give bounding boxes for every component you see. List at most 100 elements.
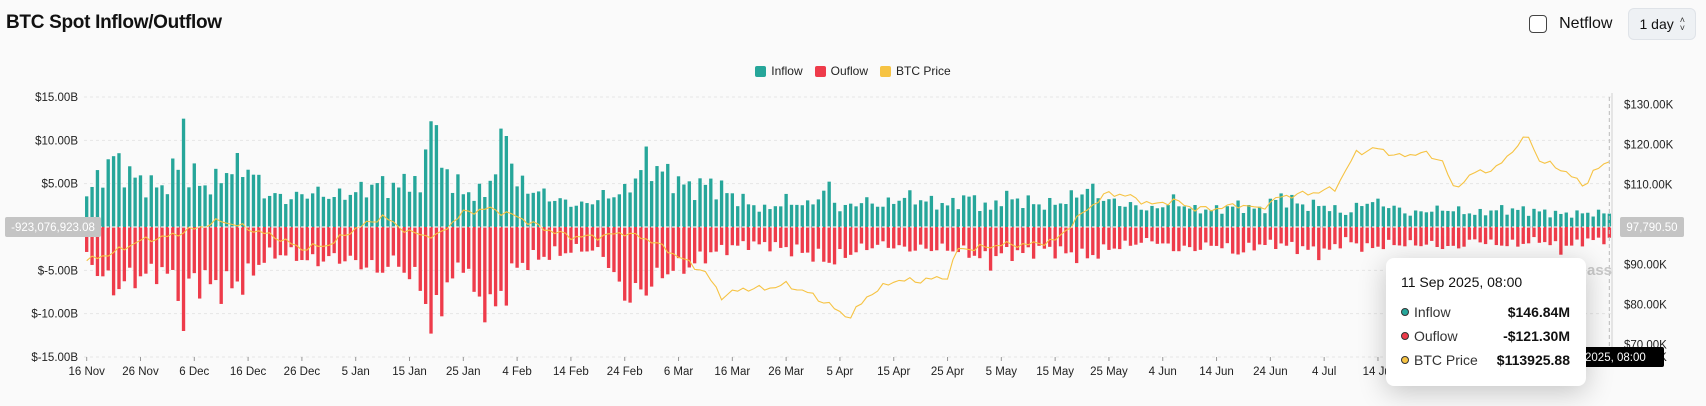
outflow-bar[interactable]: [1274, 227, 1278, 250]
outflow-bar[interactable]: [1349, 227, 1353, 243]
outflow-bar[interactable]: [510, 227, 514, 264]
inflow-bar[interactable]: [719, 180, 724, 227]
outflow-bar[interactable]: [1257, 227, 1262, 245]
outflow-bar[interactable]: [1596, 227, 1601, 238]
outflow-bar[interactable]: [854, 227, 858, 253]
outflow-bar[interactable]: [305, 227, 309, 261]
inflow-bar[interactable]: [101, 187, 105, 227]
outflow-bar[interactable]: [456, 227, 460, 263]
outflow-bar[interactable]: [413, 227, 417, 267]
inflow-bar[interactable]: [1241, 212, 1246, 227]
inflow-bar[interactable]: [214, 168, 218, 227]
inflow-bar[interactable]: [310, 193, 315, 227]
outflow-bar[interactable]: [348, 227, 352, 256]
inflow-bar[interactable]: [1161, 207, 1165, 227]
outflow-bar[interactable]: [246, 227, 250, 264]
outflow-bar[interactable]: [1354, 227, 1359, 244]
inflow-bar[interactable]: [1048, 197, 1052, 227]
outflow-bar[interactable]: [198, 227, 202, 299]
outflow-bar[interactable]: [994, 227, 998, 257]
inflow-bar[interactable]: [1543, 209, 1547, 227]
inflow-bar[interactable]: [95, 170, 100, 227]
inflow-bar[interactable]: [332, 197, 336, 227]
inflow-bar[interactable]: [165, 194, 170, 227]
inflow-bar[interactable]: [1586, 212, 1590, 227]
outflow-bar[interactable]: [849, 227, 853, 255]
outflow-bar[interactable]: [972, 227, 977, 256]
inflow-bar[interactable]: [1569, 217, 1574, 227]
inflow-bar[interactable]: [122, 187, 127, 227]
inflow-bar[interactable]: [956, 209, 960, 227]
outflow-bar[interactable]: [1182, 227, 1186, 246]
inflow-bar[interactable]: [267, 195, 272, 227]
outflow-bar[interactable]: [515, 227, 519, 268]
outflow-bar[interactable]: [1177, 227, 1181, 252]
inflow-bar[interactable]: [1430, 211, 1434, 227]
outflow-bar[interactable]: [144, 227, 148, 274]
inflow-bar[interactable]: [1107, 199, 1111, 227]
inflow-bar[interactable]: [85, 196, 89, 227]
outflow-bar[interactable]: [1376, 227, 1380, 247]
outflow-bar[interactable]: [703, 227, 708, 264]
outflow-bar[interactable]: [1252, 227, 1256, 251]
outflow-bar[interactable]: [445, 227, 449, 283]
outflow-bar[interactable]: [1397, 227, 1402, 246]
outflow-bar[interactable]: [1365, 227, 1369, 244]
inflow-bar[interactable]: [450, 192, 455, 227]
outflow-bar[interactable]: [1494, 227, 1498, 246]
inflow-bar[interactable]: [1559, 213, 1563, 227]
outflow-bar[interactable]: [1128, 227, 1133, 246]
inflow-bar[interactable]: [1118, 206, 1122, 227]
inflow-bar[interactable]: [886, 197, 891, 227]
outflow-bar[interactable]: [1193, 227, 1197, 252]
outflow-bar[interactable]: [800, 227, 804, 253]
outflow-bar[interactable]: [1467, 227, 1472, 240]
inflow-bar[interactable]: [811, 204, 815, 227]
outflow-bar[interactable]: [1144, 227, 1149, 239]
inflow-bar[interactable]: [1268, 198, 1273, 227]
outflow-bar[interactable]: [784, 227, 788, 248]
outflow-bar[interactable]: [1214, 227, 1219, 246]
outflow-bar[interactable]: [241, 227, 245, 295]
outflow-bar[interactable]: [160, 227, 164, 268]
inflow-bar[interactable]: [1467, 213, 1472, 227]
outflow-bar[interactable]: [332, 227, 336, 254]
outflow-bar[interactable]: [176, 227, 180, 301]
inflow-bar[interactable]: [832, 202, 837, 227]
inflow-bar[interactable]: [467, 192, 471, 227]
outflow-bar[interactable]: [1026, 227, 1030, 248]
outflow-bar[interactable]: [988, 227, 993, 271]
inflow-bar[interactable]: [822, 190, 826, 227]
outflow-bar[interactable]: [999, 227, 1004, 254]
inflow-bar[interactable]: [1322, 205, 1326, 227]
outflow-bar[interactable]: [827, 227, 831, 263]
inflow-bar[interactable]: [849, 203, 853, 227]
outflow-bar[interactable]: [402, 227, 406, 273]
outflow-bar[interactable]: [881, 227, 885, 242]
outflow-bar[interactable]: [1058, 227, 1063, 247]
inflow-bar[interactable]: [504, 136, 509, 227]
inflow-bar[interactable]: [945, 205, 950, 227]
inflow-bar[interactable]: [1596, 209, 1601, 227]
inflow-bar[interactable]: [526, 193, 530, 227]
outflow-bar[interactable]: [531, 227, 535, 250]
outflow-bar[interactable]: [117, 227, 121, 290]
inflow-bar[interactable]: [800, 205, 804, 227]
inflow-bar[interactable]: [999, 206, 1004, 227]
outflow-bar[interactable]: [1591, 227, 1595, 241]
outflow-bar[interactable]: [1317, 227, 1321, 261]
inflow-bar[interactable]: [354, 192, 358, 227]
outflow-bar[interactable]: [1123, 227, 1127, 241]
inflow-bar[interactable]: [1419, 211, 1423, 227]
outflow-bar[interactable]: [1446, 227, 1450, 247]
inflow-bar[interactable]: [908, 190, 912, 227]
outflow-bar[interactable]: [1150, 227, 1154, 242]
inflow-bar[interactable]: [386, 198, 390, 227]
outflow-bar[interactable]: [1220, 227, 1224, 249]
netflow-checkbox[interactable]: [1529, 15, 1548, 33]
inflow-bar[interactable]: [644, 146, 648, 227]
inflow-bar[interactable]: [1225, 206, 1229, 227]
outflow-bar[interactable]: [95, 227, 100, 277]
inflow-bar[interactable]: [1446, 210, 1450, 227]
inflow-bar[interactable]: [397, 187, 401, 227]
